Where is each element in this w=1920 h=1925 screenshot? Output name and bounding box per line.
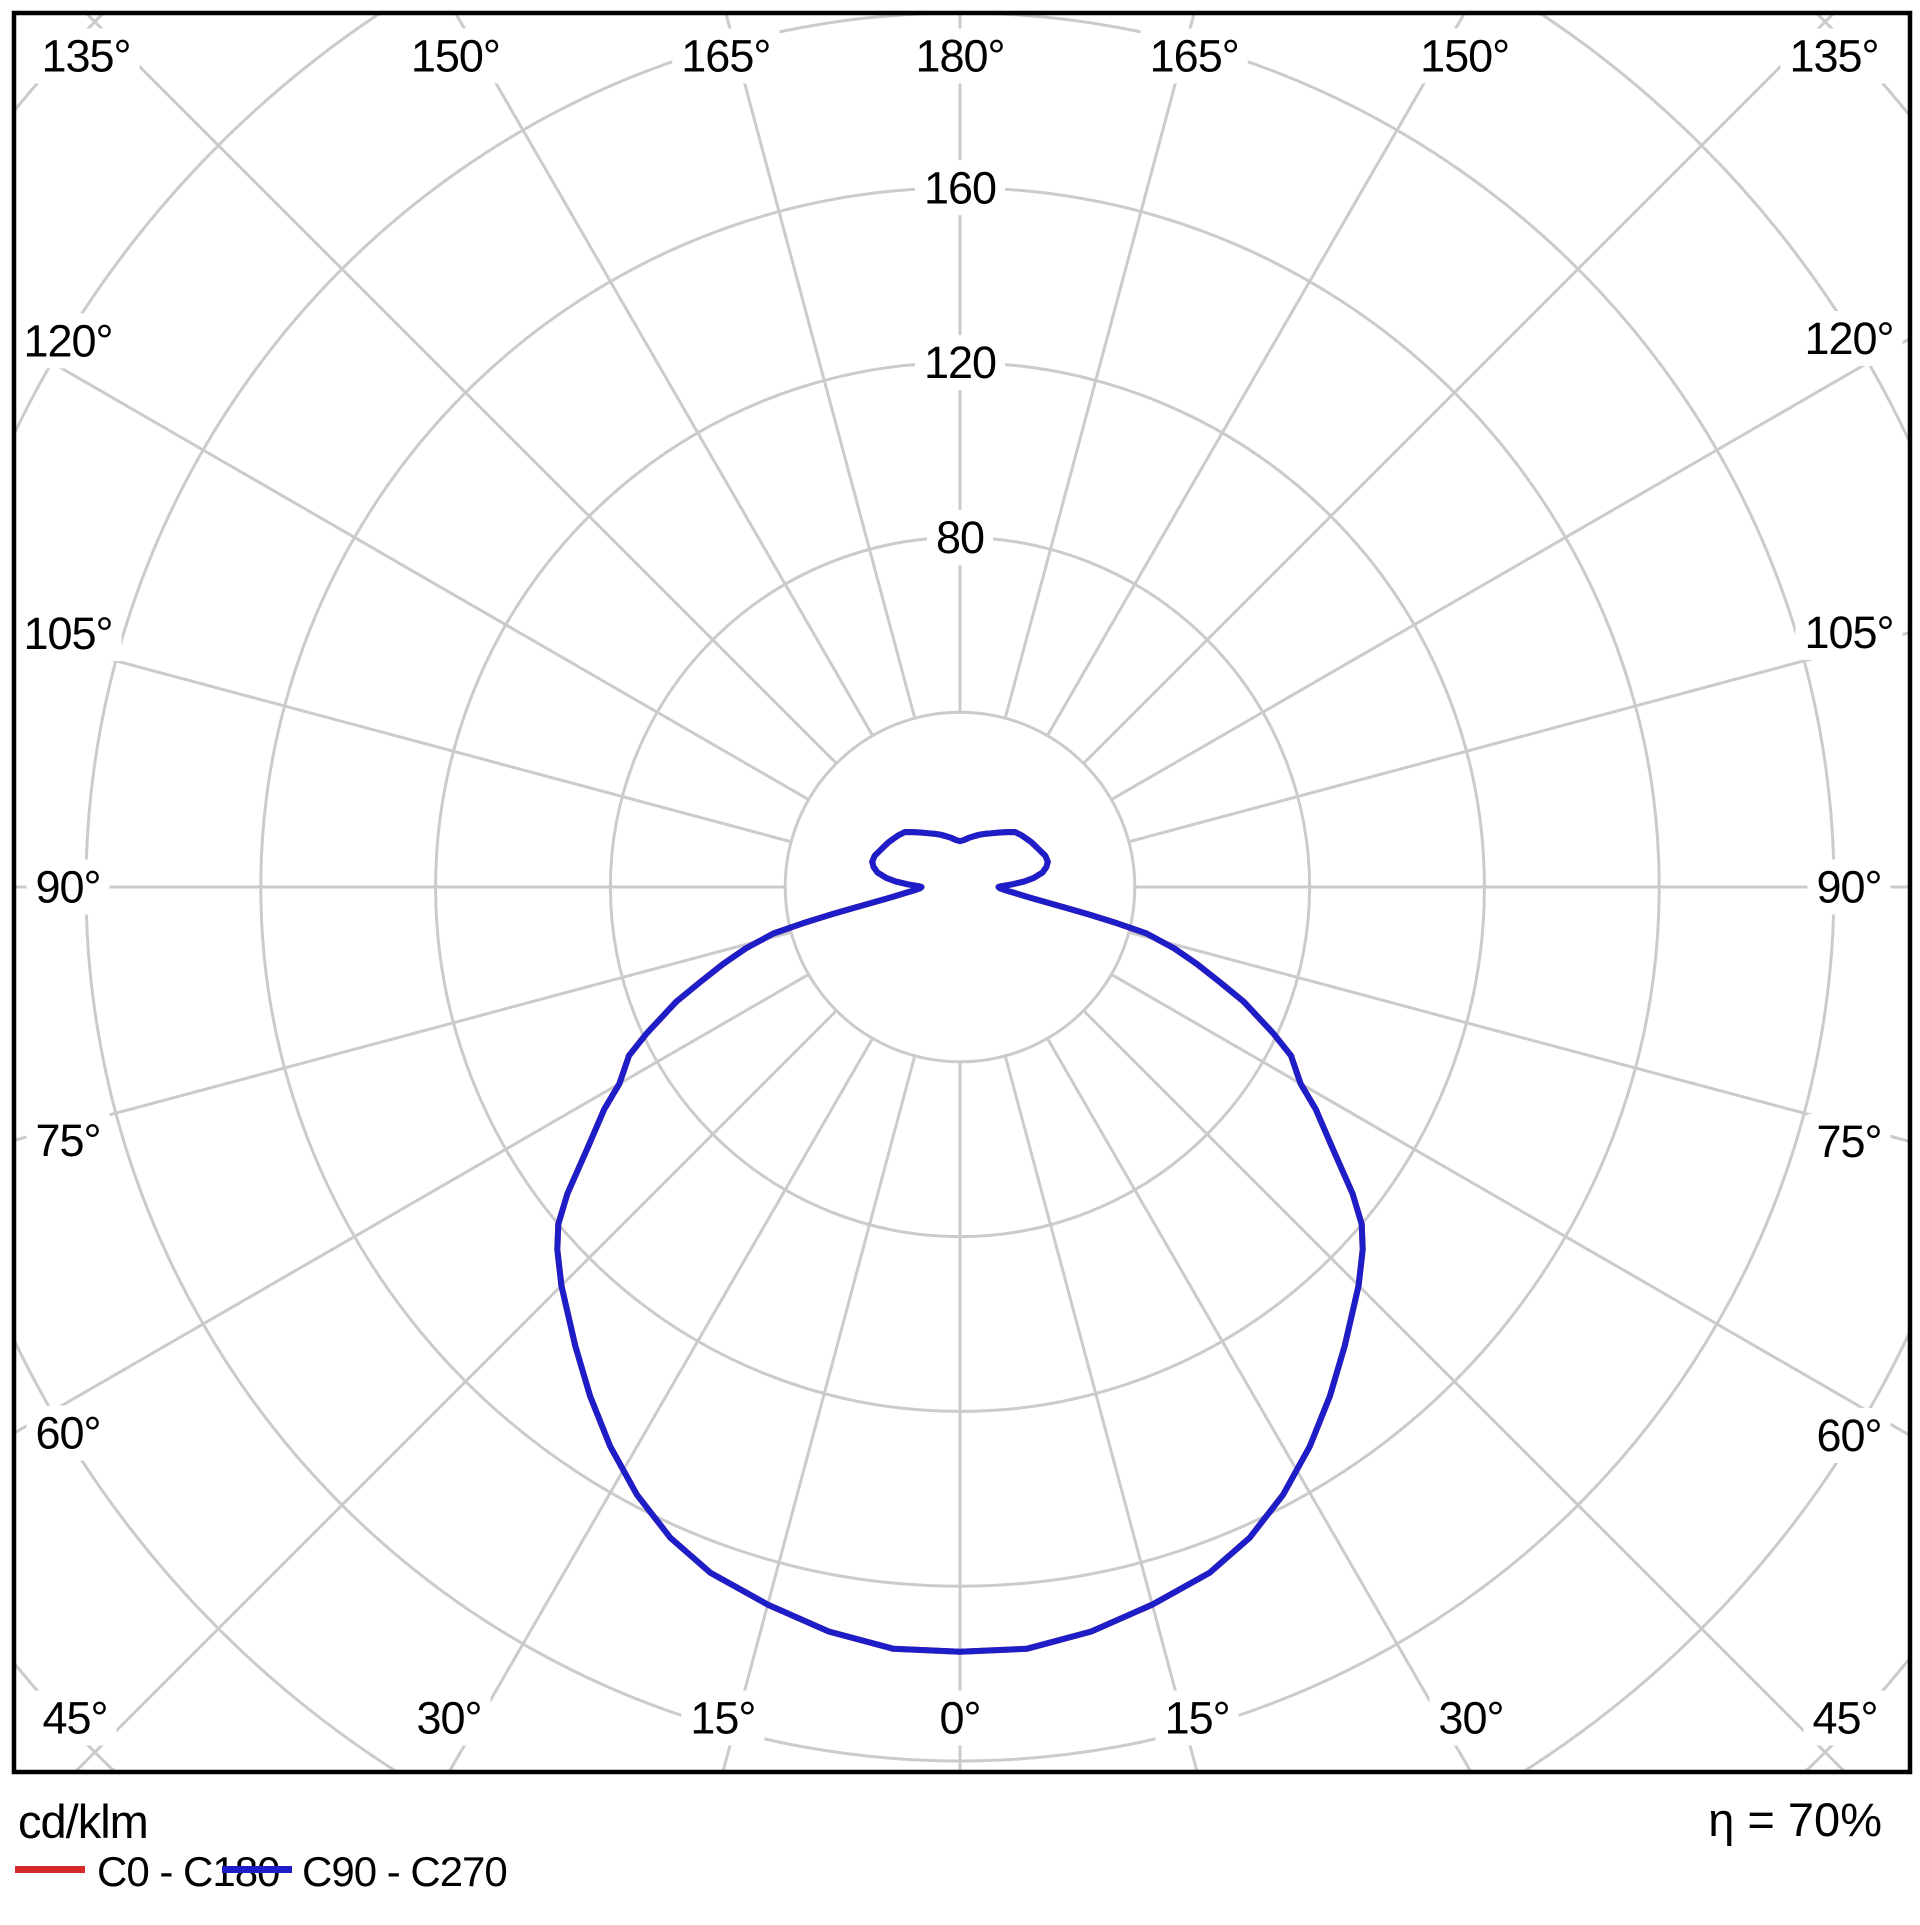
grid-spoke-285 <box>14 930 792 1142</box>
radial-label-80: 80 <box>926 509 994 565</box>
grid-spoke-15 <box>1003 1055 1199 1772</box>
efficiency-value: η = 70% <box>1708 1793 1882 1846</box>
angle-label-165-left: 165° <box>672 28 780 84</box>
svg-text:165°: 165° <box>681 31 770 82</box>
angle-label-90-left: 90° <box>26 859 110 915</box>
angle-label-75-right: 75° <box>1807 1114 1891 1170</box>
radial-label-160: 160 <box>914 160 1006 216</box>
grid-spoke-345 <box>721 1055 917 1772</box>
legend-line-c0-c180 <box>15 1866 85 1873</box>
svg-text:80: 80 <box>936 512 984 563</box>
svg-text:120: 120 <box>924 337 996 388</box>
svg-text:0°: 0° <box>939 1693 980 1744</box>
angle-label-30-right: 30° <box>1429 1690 1513 1746</box>
grid-spoke-225 <box>84 13 838 765</box>
axis-labels: 80 120 160 0° 15° 15° 30° 30° 45° 45° 60° 60° 75° 75°… <box>14 28 1903 1746</box>
grid-spoke-165 <box>1003 13 1196 719</box>
grid-spoke-120 <box>1110 337 1910 801</box>
angle-label-105-left: 105° <box>14 606 122 662</box>
angle-label-60-left: 60° <box>26 1405 110 1461</box>
grid-spoke-210 <box>454 13 874 737</box>
units-label: cd/klm <box>18 1795 149 1848</box>
svg-text:15°: 15° <box>690 1693 755 1744</box>
svg-text:160: 160 <box>924 162 996 213</box>
angle-label-150-right: 150° <box>1411 28 1519 84</box>
angle-label-90-right: 90° <box>1807 859 1891 915</box>
angle-label-45-left: 45° <box>33 1690 117 1746</box>
angle-label-75-left: 75° <box>26 1112 110 1168</box>
svg-text:15°: 15° <box>1165 1693 1230 1744</box>
grid-spoke-75 <box>1128 930 1910 1144</box>
svg-text:90°: 90° <box>1816 862 1881 913</box>
svg-text:60°: 60° <box>35 1408 100 1459</box>
grid-spoke-330 <box>447 1037 874 1772</box>
grid-spoke-60 <box>1110 973 1910 1437</box>
svg-text:75°: 75° <box>1816 1116 1881 1167</box>
svg-text:75°: 75° <box>35 1115 100 1166</box>
grid-spoke-315 <box>73 1009 838 1772</box>
curve-c90-c270 <box>554 829 1366 1655</box>
svg-text:165°: 165° <box>1150 31 1239 82</box>
grid-spoke-195 <box>724 13 917 719</box>
svg-text:180°: 180° <box>915 31 1004 82</box>
svg-text:135°: 135° <box>41 31 130 82</box>
angle-label-45-right: 45° <box>1803 1690 1887 1746</box>
svg-text:150°: 150° <box>411 31 500 82</box>
angle-label-165-right: 165° <box>1140 28 1248 84</box>
grid-spoke-240 <box>14 339 810 801</box>
grid-spoke-300 <box>14 973 810 1435</box>
angle-label-0-right: 0° <box>930 1690 990 1746</box>
angle-label-15-right: 15° <box>1155 1690 1239 1746</box>
grid-spoke-105 <box>1128 630 1910 844</box>
svg-text:45°: 45° <box>42 1693 107 1744</box>
angle-label-30-left: 30° <box>407 1690 491 1746</box>
svg-text:45°: 45° <box>1812 1693 1877 1744</box>
grid-spoke-255 <box>14 632 792 844</box>
svg-text:105°: 105° <box>1804 607 1893 658</box>
angle-label-135-left: 135° <box>32 28 140 84</box>
angle-label-120-right: 120° <box>1795 311 1903 367</box>
angle-label-120-left: 120° <box>14 313 122 369</box>
svg-text:90°: 90° <box>35 862 100 913</box>
svg-text:30°: 30° <box>1438 1693 1503 1744</box>
legend-label-c90-c270: C90 - C270 <box>302 1848 508 1895</box>
grid-spoke-45 <box>1082 1009 1847 1772</box>
angle-label-150-left: 150° <box>401 28 509 84</box>
angle-label-15-left: 15° <box>681 1690 765 1746</box>
svg-text:60°: 60° <box>1816 1410 1881 1461</box>
svg-text:150°: 150° <box>1420 31 1509 82</box>
angle-label-180-right: 180° <box>906 28 1014 84</box>
grid-ring-40 <box>783 710 1137 1064</box>
grid-spoke-135 <box>1082 13 1836 765</box>
grid-spoke-150 <box>1046 13 1466 737</box>
angle-label-60-right: 60° <box>1807 1407 1891 1463</box>
svg-text:120°: 120° <box>23 315 112 366</box>
radial-label-120: 120 <box>914 335 1006 391</box>
svg-text:120°: 120° <box>1804 313 1893 364</box>
svg-text:135°: 135° <box>1789 31 1878 82</box>
legend-line-c90-c270 <box>222 1866 292 1873</box>
svg-text:30°: 30° <box>417 1693 482 1744</box>
grid-spoke-30 <box>1046 1037 1473 1772</box>
angle-label-105-right: 105° <box>1795 604 1903 660</box>
plot-border <box>11 10 1913 1775</box>
angle-label-135-right: 135° <box>1780 28 1888 84</box>
svg-text:105°: 105° <box>23 608 112 659</box>
